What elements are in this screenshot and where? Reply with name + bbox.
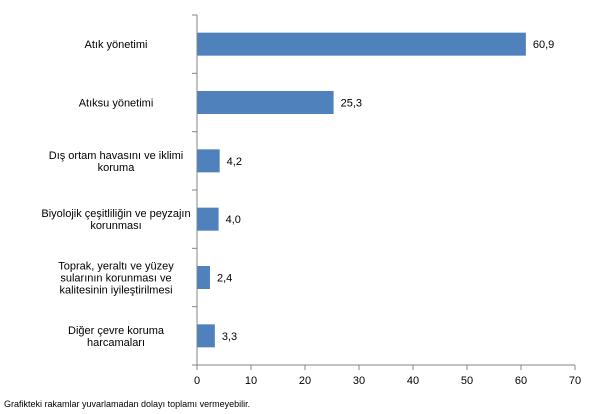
category-label: Atıksu yönetimi: [79, 98, 154, 110]
bar: [197, 32, 526, 56]
bar-value-label: 4,2: [227, 156, 242, 168]
x-tick-label: 60: [515, 375, 527, 387]
bar: [197, 266, 210, 289]
category-label: Atık yönetimi: [85, 39, 148, 51]
category-label: Dış ortam havasını ve iklimi koruma: [49, 150, 183, 174]
bar-value-label: 4,0: [226, 214, 241, 226]
bar-value-label: 2,4: [217, 273, 232, 285]
bars-group: [197, 32, 526, 348]
x-tick-label: 0: [194, 375, 200, 387]
axes-group: 0 10 20 30 40 50 60 70: [192, 14, 581, 387]
x-tick-label: 10: [245, 375, 257, 387]
bar: [197, 207, 219, 231]
x-tick-label: 50: [461, 375, 473, 387]
category-labels-group: Atık yönetimi Atıksu yönetimi Dış ortam ha…: [41, 39, 190, 349]
bar-value-label: 60,9: [533, 39, 554, 51]
x-tick-label: 40: [407, 375, 419, 387]
bar: [197, 324, 215, 348]
category-label: Toprak, yeraltı ve yüzey sularının korunm…: [58, 261, 174, 297]
bar-value-label: 3,3: [222, 331, 237, 343]
x-tick-label: 20: [299, 375, 311, 387]
chart-footnote: Grafikteki rakamlar yuvarlamadan dolayı …: [4, 399, 251, 409]
category-label: Biyolojik çeşitliliğin ve peyzajın korunm…: [41, 208, 190, 232]
value-labels-group: 60,9 25,3 4,2 4,0 2,4 3,3: [217, 39, 554, 343]
x-tick-label: 70: [569, 375, 581, 387]
bar: [197, 91, 334, 114]
category-label: Diğer çevre koruma harcamaları: [68, 325, 165, 349]
bar-value-label: 25,3: [341, 98, 362, 110]
bar: [197, 149, 220, 173]
x-tick-label: 30: [353, 375, 365, 387]
